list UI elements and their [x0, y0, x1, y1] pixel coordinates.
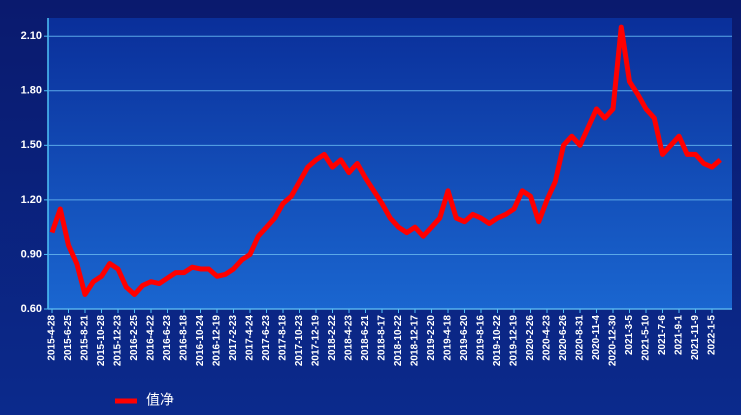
x-tick-label: 2020-4-23	[542, 315, 553, 361]
x-tick-label: 2018-12-17	[410, 315, 421, 367]
x-tick-label: 2021-11-9	[690, 315, 701, 360]
x-tick-label: 2017-8-18	[278, 315, 289, 361]
x-tick-label: 2017-4-24	[245, 315, 256, 361]
x-tick-label: 2015-6-25	[63, 315, 74, 361]
x-tick-label: 2021-5-10	[641, 315, 652, 361]
x-tick-label: 2018-6-21	[360, 315, 371, 361]
x-tick-label: 2021-7-6	[657, 315, 668, 355]
x-tick-label: 2016-2-25	[129, 315, 140, 361]
x-tick-label: 2020-2-26	[525, 315, 536, 361]
y-tick-label: 2.10	[21, 30, 42, 42]
x-tick-label: 2020-12-30	[608, 315, 619, 367]
x-tick-label: 2022-1-5	[707, 315, 718, 355]
legend-label: 值净	[146, 392, 174, 408]
x-tick-label: 2019-2-20	[426, 315, 437, 361]
x-tick-label: 2016-10-24	[195, 315, 206, 367]
x-tick-label: 2018-10-22	[393, 315, 404, 367]
x-tick-label: 2017-2-23	[228, 315, 239, 361]
x-tick-label: 2015-8-21	[80, 315, 91, 361]
x-tick-label: 2016-12-19	[212, 315, 223, 367]
x-tick-label: 2016-8-18	[179, 315, 190, 361]
x-tick-label: 2018-8-17	[377, 315, 388, 361]
x-tick-label: 2019-12-19	[509, 315, 520, 367]
x-tick-label: 2017-6-23	[261, 315, 272, 361]
x-tick-label: 2016-4-22	[146, 315, 157, 361]
x-tick-label: 2019-6-20	[459, 315, 470, 361]
x-tick-label: 2020-11-4	[591, 315, 602, 360]
plot-area	[48, 18, 732, 309]
data-line	[49, 24, 722, 297]
y-tick-label: 0.90	[21, 248, 42, 260]
x-tick-label: 2017-10-23	[294, 315, 305, 367]
x-tick-label: 2019-10-22	[492, 315, 503, 367]
x-tick-label: 2021-3-5	[624, 315, 635, 355]
y-tick-label: 0.60	[21, 303, 42, 315]
x-tick-label: 2015-12-23	[113, 315, 124, 367]
x-tick-label: 2018-2-22	[327, 315, 338, 361]
x-tick-label: 2017-12-19	[311, 315, 322, 367]
x-tick-label: 2015-10-28	[96, 315, 107, 367]
y-tick-label: 1.20	[21, 194, 42, 206]
y-tick-label: 1.50	[21, 139, 42, 151]
x-tick-label: 2015-4-28	[47, 315, 58, 361]
x-tick-label: 2016-6-23	[162, 315, 173, 361]
x-tick-label: 2018-4-23	[344, 315, 355, 361]
x-tick-label: 2020-6-26	[558, 315, 569, 361]
x-tick-label: 2021-9-1	[674, 315, 685, 355]
y-tick-label: 1.80	[21, 85, 42, 97]
x-tick-label: 2020-8-31	[575, 315, 586, 361]
x-tick-label: 2019-4-18	[443, 315, 454, 361]
x-tick-label: 2019-8-16	[476, 315, 487, 361]
